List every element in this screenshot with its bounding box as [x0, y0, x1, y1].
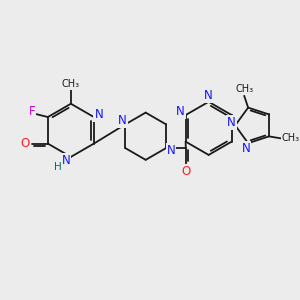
Text: H: H	[54, 162, 62, 172]
Text: CH₃: CH₃	[282, 134, 300, 143]
Text: CH₃: CH₃	[62, 79, 80, 89]
Text: CH₃: CH₃	[235, 84, 253, 94]
Text: N: N	[61, 154, 70, 167]
Text: N: N	[227, 116, 236, 129]
Text: N: N	[242, 142, 250, 154]
Text: O: O	[181, 165, 190, 178]
Text: N: N	[167, 143, 176, 157]
Text: F: F	[29, 105, 35, 118]
Text: N: N	[204, 89, 213, 102]
Text: N: N	[118, 114, 127, 127]
Text: N: N	[176, 105, 185, 118]
Text: N: N	[94, 108, 103, 121]
Text: O: O	[21, 137, 30, 150]
